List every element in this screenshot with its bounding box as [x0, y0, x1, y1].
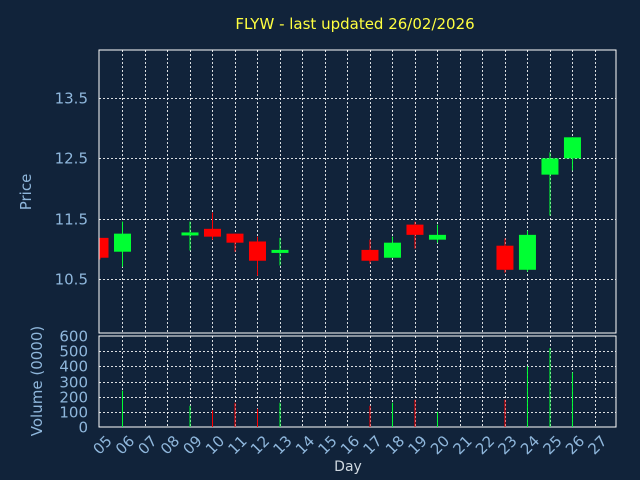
candle-body	[361, 249, 379, 261]
candle-body	[383, 242, 401, 258]
candle-10	[203, 212, 221, 240]
candle-17	[361, 239, 379, 264]
price-panel-frame	[98, 49, 617, 334]
candle-body	[563, 137, 581, 159]
candles	[99, 137, 581, 276]
candle-body	[181, 232, 199, 236]
candle-body	[518, 234, 536, 270]
candle-09	[181, 221, 199, 251]
volume-y-tick-label: 500	[59, 343, 88, 361]
candle-body	[226, 233, 244, 243]
volume-axis-label: Volume (0000)	[28, 326, 46, 436]
volume-y-tick-label: 600	[59, 328, 88, 346]
chart-title: FLYW - last updated 26/02/2026	[235, 15, 474, 33]
candle-19	[406, 221, 424, 249]
candle-13	[271, 237, 289, 266]
candle-24	[518, 230, 536, 272]
volume-y-tick-label: 200	[59, 389, 88, 407]
volume-panel-frame	[98, 335, 617, 428]
candle-18	[383, 236, 401, 258]
candle-body	[406, 224, 424, 235]
candle-11	[226, 233, 244, 252]
price-y-tick-label: 12.5	[55, 150, 88, 168]
candle-05	[99, 237, 109, 260]
candle-body	[496, 245, 514, 270]
volume-y-tick-label: 100	[59, 404, 88, 422]
candle-body	[113, 233, 131, 252]
volume-y-tick-label: 400	[59, 358, 88, 376]
candle-06	[113, 221, 131, 267]
candle-body	[271, 249, 289, 253]
candle-body	[100, 237, 109, 258]
volume-y-tick-label: 0	[78, 419, 88, 437]
volume-gridlines	[99, 336, 616, 427]
price-gridlines	[99, 50, 616, 333]
x-tick-label: 27	[584, 432, 610, 458]
price-y-tick-label: 11.5	[55, 211, 88, 229]
price-y-tick-label: 13.5	[55, 90, 88, 108]
candle-25	[541, 152, 559, 216]
candle-12	[248, 236, 266, 276]
x-axis-label: Day	[334, 459, 362, 475]
volume-y-tick-label: 300	[59, 374, 88, 392]
candle-20	[428, 224, 446, 243]
candle-body	[428, 234, 446, 240]
volume-bars	[121, 348, 573, 427]
x-axis-ticks: 0506070809101112131415161718192021222324…	[90, 432, 611, 458]
price-y-ticks: 10.5 11.5 12.5 13.5	[55, 90, 88, 289]
candle-body	[541, 158, 559, 175]
price-axis-label: Price	[17, 174, 35, 211]
candle-26	[563, 137, 581, 171]
candle-body	[203, 228, 221, 237]
price-y-tick-label: 10.5	[55, 271, 88, 289]
price-panel: 10.5 11.5 12.5 13.5	[55, 49, 617, 334]
candle-body	[248, 241, 266, 261]
candle-23	[496, 238, 514, 273]
